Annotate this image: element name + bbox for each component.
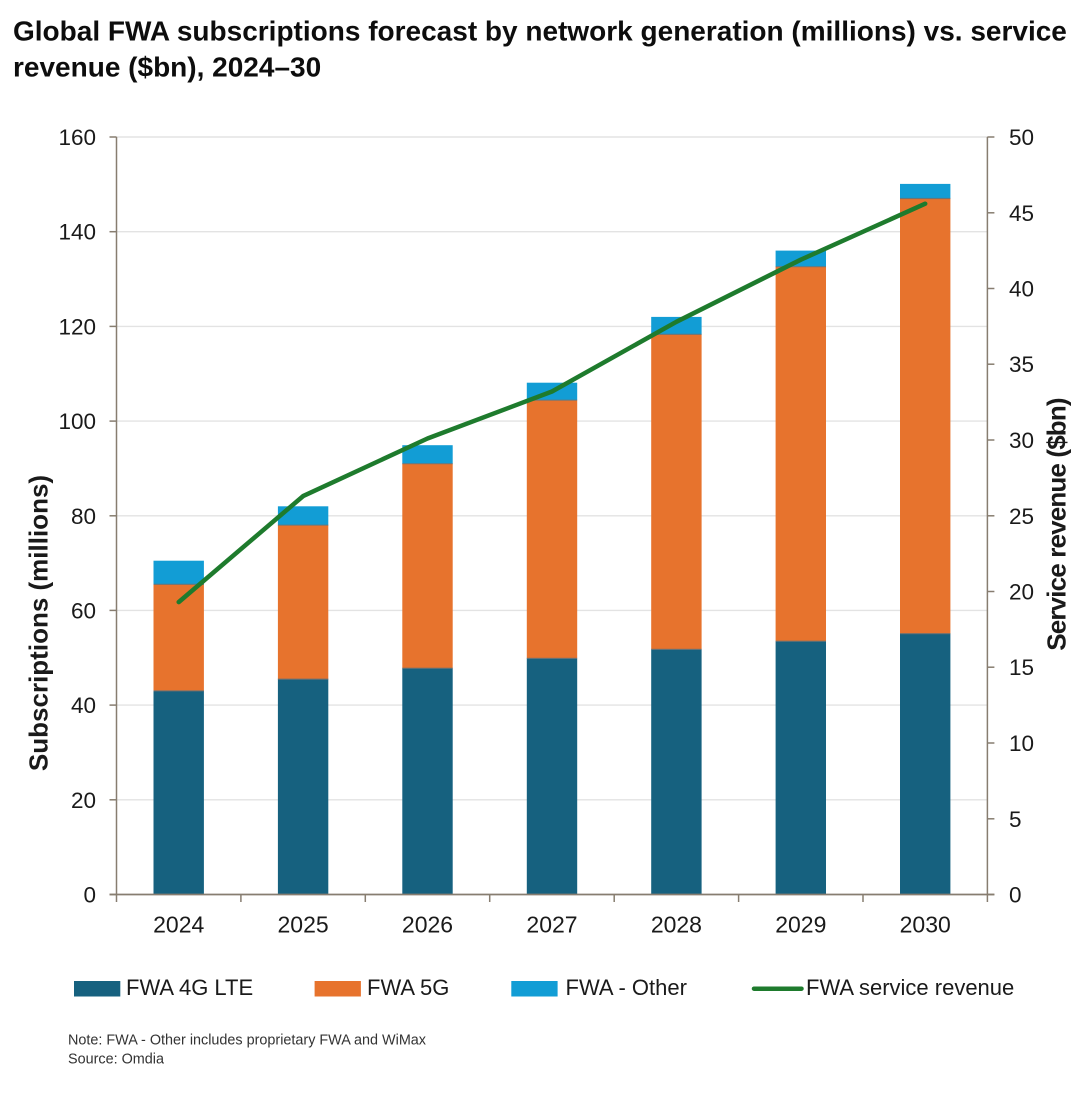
svg-text:40: 40 [1009, 277, 1034, 302]
svg-text:25: 25 [1009, 504, 1034, 529]
svg-text:2029: 2029 [775, 912, 826, 938]
svg-text:20: 20 [1009, 580, 1034, 605]
svg-text:30: 30 [1009, 428, 1034, 453]
svg-text:Source: Omdia: Source: Omdia [68, 1052, 164, 1068]
svg-text:2025: 2025 [278, 912, 329, 938]
svg-text:0: 0 [1009, 883, 1022, 908]
svg-text:50: 50 [1009, 125, 1034, 150]
svg-text:160: 160 [58, 125, 96, 150]
svg-text:2030: 2030 [900, 912, 951, 938]
svg-text:FWA 4G LTE: FWA 4G LTE [126, 975, 253, 1000]
svg-text:Subscriptions (millions): Subscriptions (millions) [24, 475, 54, 771]
svg-text:FWA - Other: FWA - Other [566, 975, 687, 1000]
svg-text:2024: 2024 [153, 912, 204, 938]
svg-text:5: 5 [1009, 807, 1022, 832]
svg-text:Note: FWA - Other includes pro: Note: FWA - Other includes proprietary F… [68, 1033, 427, 1049]
svg-text:0: 0 [83, 883, 96, 908]
svg-text:60: 60 [71, 598, 96, 623]
svg-text:35: 35 [1009, 352, 1034, 377]
svg-text:Service revenue ($bn): Service revenue ($bn) [1042, 398, 1072, 651]
svg-text:FWA 5G: FWA 5G [367, 975, 449, 1000]
svg-text:Global FWA subscriptions forec: Global FWA subscriptions forecast by net… [13, 16, 1067, 47]
svg-text:120: 120 [58, 314, 96, 339]
svg-text:2026: 2026 [402, 912, 453, 938]
svg-text:15: 15 [1009, 655, 1034, 680]
svg-text:20: 20 [71, 788, 96, 813]
svg-text:FWA service revenue: FWA service revenue [806, 975, 1014, 1000]
svg-text:2028: 2028 [651, 912, 702, 938]
svg-text:45: 45 [1009, 201, 1034, 226]
svg-text:40: 40 [71, 693, 96, 718]
svg-text:100: 100 [58, 409, 96, 434]
svg-text:80: 80 [71, 504, 96, 529]
svg-text:revenue ($bn), 2024–30: revenue ($bn), 2024–30 [13, 52, 321, 83]
svg-text:140: 140 [58, 220, 96, 245]
svg-text:10: 10 [1009, 731, 1034, 756]
svg-text:2027: 2027 [526, 912, 577, 938]
